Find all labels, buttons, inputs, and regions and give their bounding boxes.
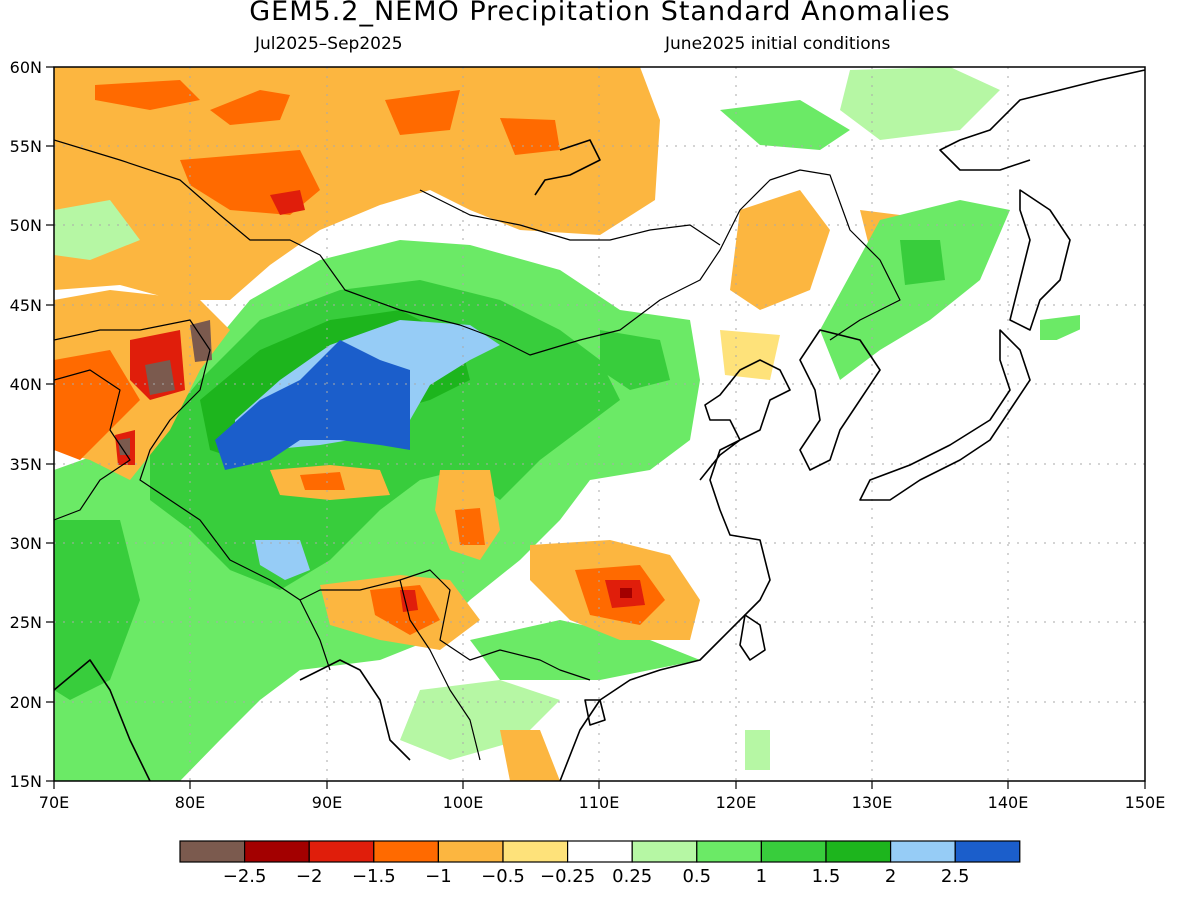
dry-region-manchuria	[730, 190, 830, 310]
colorbar: −2.5 −2 −1.5 −1 −0.5 −0.25 0.25 0.5 1 1.5 2 2.5	[179, 840, 1021, 887]
colorbar-label: 0.5	[682, 866, 711, 887]
colorbar-swatch	[889, 840, 956, 863]
lon-axis-labels: 70E 80E 90E 100E 110E 120E 130E 140E 150…	[39, 793, 1166, 812]
dry-region-vietnam	[500, 730, 560, 781]
wet-region-north	[720, 100, 850, 150]
colorbar-label: −1	[425, 866, 452, 887]
colorbar-label: 0.25	[612, 866, 652, 887]
moderate-wet-inner-mongolia	[600, 330, 670, 390]
lat-tick-label: 20N	[10, 693, 42, 712]
lon-tick-label: 110E	[579, 793, 620, 812]
colorbar-label: −2	[296, 866, 323, 887]
chart-title: GEM5.2_NEMO Precipitation Standard Anoma…	[249, 0, 951, 27]
lon-tick-label: 80E	[175, 793, 205, 812]
colorbar-swatch	[566, 840, 633, 863]
lat-axis-labels: 60N 55N 50N 45N 40N 35N 30N 25N 20N 15N	[10, 58, 42, 791]
extreme-wet-tarim	[215, 340, 410, 470]
colorbar-label: −1.5	[352, 866, 396, 887]
weak-wet-taiwan	[745, 730, 770, 770]
lat-tick-label: 45N	[10, 296, 42, 315]
moderate-dry-siberia-3	[385, 90, 460, 135]
lon-tick-label: 120E	[716, 793, 757, 812]
moderate-dry-qinghai	[300, 472, 345, 490]
very-wet-south-tibet	[255, 540, 310, 580]
very-strong-dry-south-china	[620, 588, 632, 598]
colorbar-swatch	[179, 840, 246, 863]
moderate-dry-siberia	[95, 80, 200, 110]
weak-wet-kazakh	[54, 200, 140, 260]
initial-conditions: June2025 initial conditions	[665, 34, 891, 54]
wet-region-indochina	[470, 620, 700, 680]
colorbar-swatch	[373, 840, 439, 863]
lat-tick-label: 40N	[10, 375, 42, 394]
colorbar-label: 2	[885, 866, 896, 887]
wet-region-japan	[1040, 315, 1080, 340]
lat-tick-label: 30N	[10, 534, 42, 553]
lat-tick-label: 35N	[10, 455, 42, 474]
anomaly-field	[54, 67, 1145, 781]
lon-tick-label: 70E	[39, 793, 69, 812]
weak-wet-north	[840, 67, 1000, 140]
extreme-dry-kashmir	[118, 438, 130, 455]
extreme-dry-central-asia-2	[190, 320, 212, 362]
lat-tick-label: 25N	[10, 613, 42, 632]
colorbar-swatch	[954, 840, 1021, 863]
colorbar-swatch	[631, 840, 698, 863]
colorbar-swatch	[308, 840, 375, 863]
lon-tick-label: 90E	[312, 793, 342, 812]
wet-region-northeast	[820, 200, 1010, 380]
colorbar-label: 2.5	[941, 866, 970, 887]
colorbar-swatch	[696, 840, 762, 863]
lat-tick-label: 55N	[10, 137, 42, 156]
colorbar-swatch	[825, 840, 892, 863]
moderate-dry-siberia-2	[210, 90, 290, 125]
strong-dry-siberia	[270, 190, 305, 215]
tick-marks	[46, 66, 1146, 789]
neutral-east	[620, 300, 1145, 781]
lon-tick-label: 140E	[988, 793, 1029, 812]
colorbar-swatch	[244, 840, 310, 863]
forecast-period: Jul2025–Sep2025	[255, 34, 403, 54]
colorbar-swatch	[760, 840, 827, 863]
weak-dry-beijing	[720, 330, 780, 380]
lat-tick-label: 60N	[10, 58, 42, 77]
colorbar-label: −0.25	[540, 866, 595, 887]
borders	[54, 139, 901, 761]
moderate-wet-northeast	[900, 240, 945, 285]
strong-dry-myanmar	[400, 590, 418, 612]
colorbar-swatch	[502, 840, 569, 863]
coastlines	[54, 69, 1145, 781]
colorbar-label: 1.5	[812, 866, 841, 887]
moderate-dry-sichuan	[455, 508, 485, 545]
extreme-dry-central-asia	[145, 360, 175, 395]
lon-tick-label: 150E	[1125, 793, 1166, 812]
lat-tick-label: 50N	[10, 216, 42, 235]
colorbar-label: −2.5	[223, 866, 267, 887]
moderate-dry-central-asia	[54, 350, 140, 460]
colorbar-label: −0.5	[481, 866, 525, 887]
colorbar-swatch	[437, 840, 504, 863]
lat-tick-label: 15N	[10, 772, 42, 791]
lon-tick-label: 130E	[852, 793, 893, 812]
lon-tick-label: 100E	[443, 793, 484, 812]
colorbar-label: 1	[756, 866, 767, 887]
moderate-wet-india	[54, 520, 140, 700]
